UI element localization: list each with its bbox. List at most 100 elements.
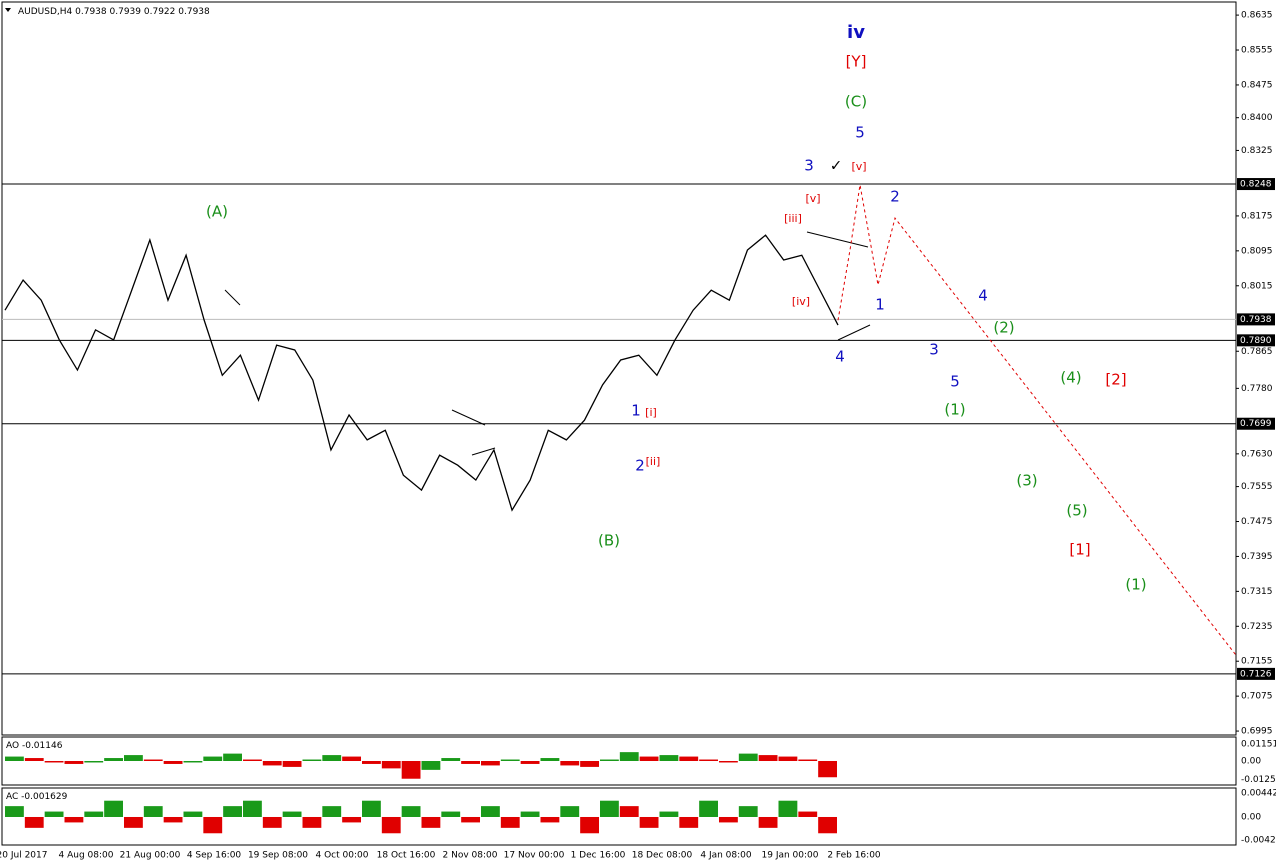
y-tick-label: 0.8015 (1241, 281, 1273, 291)
ac-bar (302, 816, 322, 828)
main-frame (1, 1, 1237, 736)
y-tick-label: 0.8475 (1241, 80, 1273, 90)
forecast-line (837, 184, 1237, 656)
price-line (4, 234, 839, 512)
level-box (1237, 334, 1275, 347)
ao-bar (203, 756, 223, 761)
wave-label: (A) (206, 203, 228, 221)
ao-bar (302, 759, 322, 761)
ac-bar (461, 816, 480, 823)
ao-bar (143, 759, 163, 761)
ao-bar (520, 761, 540, 764)
x-tick-label: 4 Oct 00:00 (316, 851, 369, 861)
ac-bar (143, 806, 163, 817)
ao-bar (639, 756, 659, 761)
menu-arrow (5, 8, 11, 12)
ac-bar (44, 811, 64, 817)
header: AUDUSD,H4 0.7938 0.7939 0.7922 0.7938 (18, 7, 210, 17)
triangles (224, 231, 871, 456)
x-tick-label: 18 Dec 08:00 (632, 851, 693, 861)
ao-bar (362, 761, 381, 764)
ac-bar (481, 806, 500, 817)
ao-bar (679, 756, 699, 761)
ac-bar (520, 811, 540, 817)
ao-bar (262, 761, 282, 766)
level-box (1237, 178, 1275, 191)
ao-bar (481, 761, 500, 766)
x-tick-label: 4 Jan 08:00 (700, 851, 752, 861)
wave-label: ✓ (830, 157, 843, 175)
ao-tick-label: 0.00 (1241, 757, 1261, 767)
y-tick-label: 0.7780 (1241, 384, 1273, 394)
ac-bar (223, 806, 242, 817)
wave-label: iv (847, 22, 865, 43)
y-tick-label: 0.7075 (1241, 692, 1273, 702)
ac-bar (719, 816, 738, 823)
ao-bar (719, 761, 738, 763)
ao-bar (183, 761, 203, 763)
wave-label: [ii] (646, 455, 661, 468)
ao-bar (758, 755, 778, 761)
ao-bar (5, 756, 24, 761)
ac-bar (282, 811, 302, 817)
wave-label: 1 (631, 402, 641, 420)
ao-bar (699, 759, 718, 761)
ao-bar (659, 755, 679, 761)
ao-last: -0.01146 (22, 741, 63, 751)
open: 0.7938 (75, 7, 107, 17)
wave-label: 1 (875, 296, 885, 314)
wave-label: [iv] (792, 295, 810, 308)
ac-bar (580, 816, 599, 834)
wave-label: (5) (1066, 502, 1087, 520)
ao-bar (580, 761, 599, 767)
x-tick-label: 19 Sep 08:00 (248, 851, 308, 861)
ao-bar (84, 761, 104, 763)
wave-label: (3) (1016, 472, 1037, 490)
ac-bar (560, 806, 580, 817)
ac-tick-label: 0.00 (1241, 812, 1261, 822)
wave-label: 4 (978, 287, 988, 305)
wave-label: 3 (929, 341, 939, 359)
x-tick-label: 19 Jan 00:00 (762, 851, 819, 861)
ac-bar (5, 806, 24, 817)
x-tick-label: 2 Nov 08:00 (443, 851, 498, 861)
y-tick-label: 0.7235 (1241, 622, 1273, 632)
ac-bar (183, 811, 203, 817)
y-tick-label: 0.7315 (1241, 587, 1273, 597)
wave-label: 2 (890, 188, 900, 206)
y-tick-label: 0.7630 (1241, 449, 1273, 459)
x-tick-label: 17 Nov 00:00 (504, 851, 565, 861)
ac-bar (758, 816, 778, 828)
level-label: 0.7699 (1240, 419, 1272, 429)
y-tick-label: 0.8175 (1241, 211, 1273, 221)
y-tick-label: 0.7865 (1241, 347, 1273, 357)
y-tick-label: 0.7555 (1241, 482, 1273, 492)
triangle-line (451, 409, 486, 426)
ac-bar (421, 816, 441, 828)
ao-bar (243, 759, 262, 761)
y-tick-label: 0.8400 (1241, 113, 1273, 123)
symbol: AUDUSD,H4 (18, 7, 73, 17)
y-tick-label: 0.6995 (1241, 727, 1273, 737)
ao-frame (1, 736, 1237, 786)
ao-bar (282, 761, 302, 767)
ac-bar (401, 806, 421, 817)
level-box (1237, 417, 1275, 430)
ac-bar (163, 816, 183, 823)
ac-bar (262, 816, 282, 828)
ac-tick-label: 0.00442 (1241, 788, 1276, 798)
ac-label: AC -0.001629 (6, 792, 68, 802)
ao-bar (600, 759, 619, 761)
wave-label: (2) (993, 319, 1014, 337)
wave-label: [i] (645, 406, 657, 419)
x-tick-label: 20 Jul 2017 (0, 851, 47, 861)
wave-label: [2] (1105, 371, 1126, 389)
level-label: 0.7126 (1240, 669, 1272, 679)
triangle-line (471, 447, 496, 456)
ao-label: AO -0.01146 (6, 741, 63, 751)
ac-bar (738, 806, 758, 817)
ao-bar (560, 761, 580, 766)
ac-bar (24, 816, 44, 828)
y-tick-label: 0.8555 (1241, 46, 1273, 56)
